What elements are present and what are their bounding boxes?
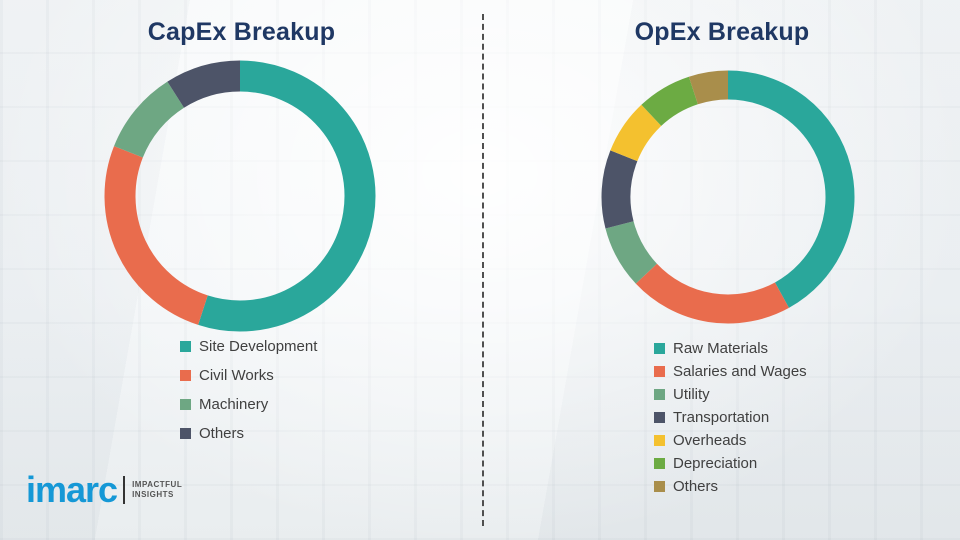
imarc-tagline: IMPACTFUL INSIGHTS	[132, 480, 182, 501]
donut-segment-site-development	[198, 60, 376, 332]
imarc-logo: imarc IMPACTFUL INSIGHTS	[26, 472, 182, 508]
legend-swatch	[654, 458, 665, 469]
donut-segment-civil-works	[104, 146, 209, 325]
capex-donut-chart	[104, 60, 376, 332]
donut-segment-others	[688, 70, 729, 105]
legend-item: Salaries and Wages	[654, 363, 807, 380]
donut-segment-others	[167, 60, 241, 109]
tagline-line-1: IMPACTFUL	[132, 479, 183, 489]
legend-swatch	[654, 366, 665, 377]
legend-item: Others	[654, 478, 807, 495]
legend-swatch	[180, 428, 191, 439]
legend-label: Raw Materials	[673, 340, 769, 357]
legend-label: Utility	[673, 386, 710, 403]
legend-label: Overheads	[673, 432, 747, 449]
legend-swatch	[180, 399, 191, 410]
legend-item: Others	[180, 425, 317, 442]
opex-donut-chart	[601, 70, 855, 324]
legend-item: Raw Materials	[654, 340, 807, 357]
donut-segment-raw-materials	[727, 70, 855, 308]
legend-item: Utility	[654, 386, 807, 403]
imarc-logo-text: imarc	[26, 469, 118, 510]
divider-dashed-line	[482, 14, 484, 526]
legend-label: Depreciation	[673, 455, 758, 472]
legend-label: Site Development	[199, 338, 318, 355]
donut-segment-machinery	[114, 81, 185, 158]
legend-item: Site Development	[180, 338, 317, 355]
logo-separator	[123, 476, 126, 504]
opex-panel: OpEx Breakup Raw Materials Salaries and W…	[484, 0, 960, 540]
legend-swatch	[180, 370, 191, 381]
legend-item: Machinery	[180, 396, 317, 413]
legend-item: Transportation	[654, 409, 807, 426]
legend-label: Others	[199, 425, 245, 442]
legend-swatch	[180, 341, 191, 352]
donut-segment-transportation	[601, 150, 638, 229]
legend-swatch	[654, 435, 665, 446]
legend-label: Others	[673, 478, 719, 495]
tagline-line-2: INSIGHTS	[132, 490, 174, 499]
legend-item: Civil Works	[180, 367, 317, 384]
legend-label: Civil Works	[199, 367, 274, 384]
legend-item: Depreciation	[654, 455, 807, 472]
capex-panel: CapEx Breakup Site Development Civil Work…	[104, 18, 376, 454]
legend-swatch	[654, 389, 665, 400]
donut-segment-depreciation	[641, 76, 699, 127]
donut-segment-overheads	[610, 104, 662, 162]
legend-swatch	[654, 343, 665, 354]
capex-legend: Site Development Civil Works Machinery Othe…	[180, 338, 317, 454]
legend-label: Machinery	[199, 396, 269, 413]
opex-title: OpEx Breakup	[634, 18, 810, 46]
donut-segment-utility	[605, 220, 658, 284]
legend-item: Overheads	[654, 432, 807, 449]
opex-legend: Raw Materials Salaries and Wages Utility Tr…	[654, 340, 807, 501]
capex-title: CapEx Breakup	[147, 18, 336, 46]
donut-segment-salaries-and-wages	[635, 263, 789, 324]
legend-label: Transportation	[673, 409, 770, 426]
legend-swatch	[654, 481, 665, 492]
legend-swatch	[654, 412, 665, 423]
legend-label: Salaries and Wages	[673, 363, 807, 380]
